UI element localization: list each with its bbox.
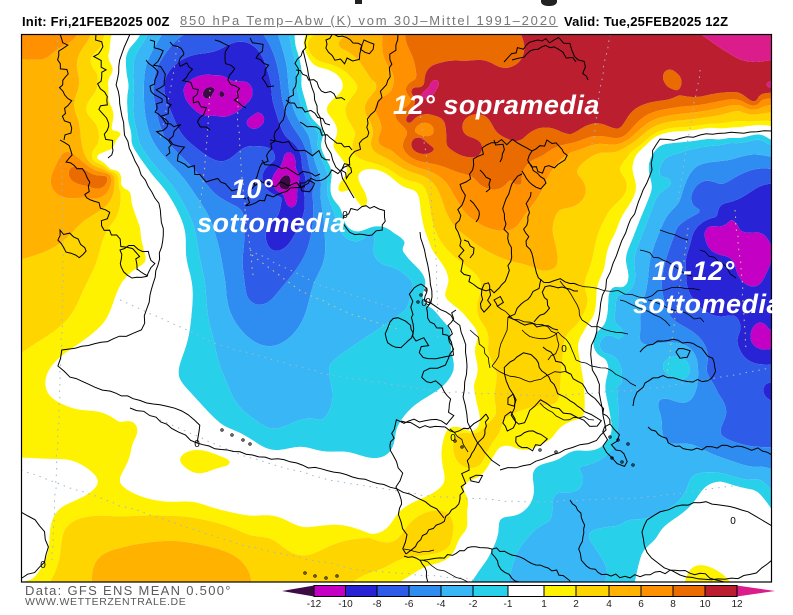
svg-text:0: 0 <box>194 439 200 450</box>
svg-text:0: 0 <box>730 516 736 527</box>
svg-text:8: 8 <box>670 599 676 610</box>
svg-text:10: 10 <box>699 599 711 610</box>
svg-text:4: 4 <box>606 599 612 610</box>
svg-text:-8: -8 <box>373 599 382 610</box>
svg-text:6: 6 <box>638 599 644 610</box>
svg-text:0: 0 <box>561 344 567 355</box>
svg-text:2: 2 <box>573 599 579 610</box>
svg-text:-12: -12 <box>307 599 322 610</box>
svg-text:0: 0 <box>40 560 46 571</box>
svg-text:-6: -6 <box>405 599 414 610</box>
svg-text:1: 1 <box>541 599 547 610</box>
svg-text:-2: -2 <box>469 599 478 610</box>
svg-text:12: 12 <box>731 599 743 610</box>
svg-text:0: 0 <box>421 298 427 309</box>
svg-text:-1: -1 <box>504 599 513 610</box>
svg-text:-10: -10 <box>338 599 353 610</box>
svg-text:0: 0 <box>450 433 456 444</box>
svg-text:-4: -4 <box>437 599 446 610</box>
